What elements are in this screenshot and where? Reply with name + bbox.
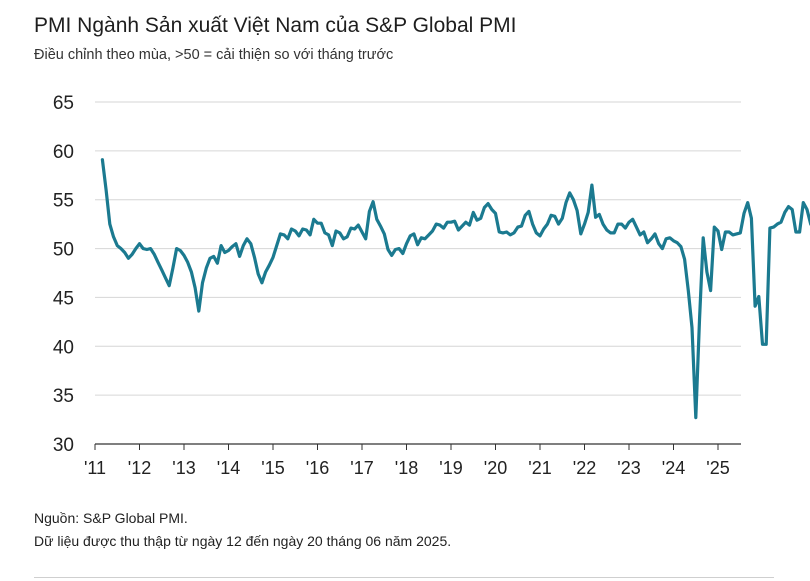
x-tick-label: '14 bbox=[217, 458, 240, 478]
y-tick-label: 65 bbox=[53, 93, 74, 114]
y-tick-label: 30 bbox=[53, 435, 74, 456]
collection-note: Dữ liệu được thu thập từ ngày 12 đến ngà… bbox=[34, 533, 452, 549]
y-axis-ticks: 30 35 40 45 50 55 60 65 bbox=[53, 93, 74, 456]
x-tick-label: '23 bbox=[617, 458, 640, 478]
x-tick-label: '18 bbox=[395, 458, 418, 478]
bottom-divider bbox=[34, 577, 774, 578]
x-tick-label: '17 bbox=[350, 458, 373, 478]
y-tick-label: 50 bbox=[53, 240, 74, 261]
series-line-1 bbox=[100, 158, 810, 420]
series-layer bbox=[100, 158, 810, 420]
y-tick-label: 45 bbox=[53, 288, 74, 309]
x-tick-label: '11 bbox=[84, 458, 106, 478]
chart-title: PMI Ngành Sản xuất Việt Nam của S&P Glob… bbox=[34, 14, 517, 37]
x-tick-label: '13 bbox=[172, 458, 195, 478]
x-tick-label: '24 bbox=[662, 458, 685, 478]
x-tick-label: '20 bbox=[484, 458, 507, 478]
x-tick-label: '16 bbox=[306, 458, 329, 478]
y-tick-label: 55 bbox=[53, 191, 74, 212]
x-tick-label: '22 bbox=[573, 458, 596, 478]
x-tick-label: '19 bbox=[439, 458, 462, 478]
chart-subtitle: Điều chỉnh theo mùa, >50 = cải thiện so … bbox=[34, 47, 394, 63]
y-tick-label: 40 bbox=[53, 337, 74, 358]
source-note: Nguồn: S&P Global PMI. bbox=[34, 510, 188, 526]
x-tick-label: '25 bbox=[706, 458, 729, 478]
x-tick-label: '12 bbox=[128, 458, 151, 478]
x-axis-ticks: '11 '12 '13 '14 '15 '16 '17 '18 '19 '20 '21 '22 '23 '… bbox=[84, 444, 730, 478]
gridlines bbox=[95, 101, 741, 396]
y-tick-label: 60 bbox=[53, 142, 74, 163]
y-tick-label: 35 bbox=[53, 386, 74, 407]
x-tick-label: '15 bbox=[261, 458, 284, 478]
x-tick-label: '21 bbox=[528, 458, 551, 478]
